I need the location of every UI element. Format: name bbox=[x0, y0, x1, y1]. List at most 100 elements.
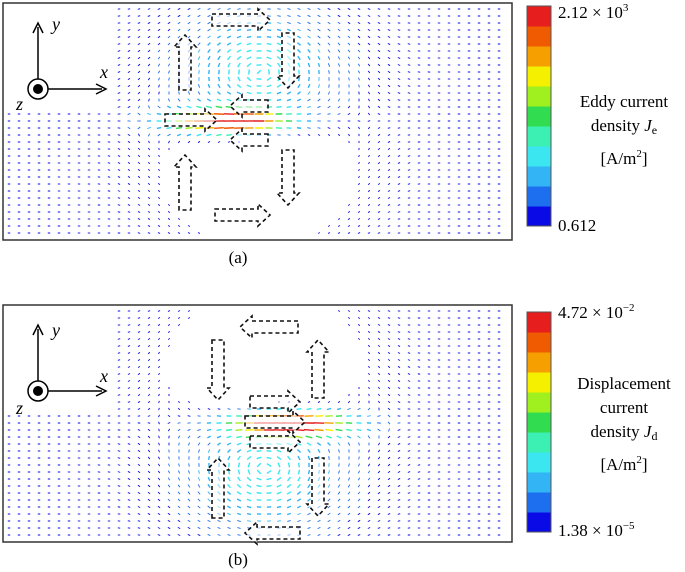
field-vector bbox=[387, 527, 391, 529]
field-vector bbox=[137, 379, 141, 383]
field-vector bbox=[358, 84, 360, 88]
field-vector bbox=[147, 22, 151, 24]
field-vector bbox=[147, 218, 151, 220]
field-vector bbox=[346, 435, 352, 439]
field-vector bbox=[308, 76, 310, 82]
field-vector bbox=[158, 386, 160, 390]
field-vector bbox=[367, 77, 371, 81]
field-vector bbox=[117, 373, 121, 375]
field-vector bbox=[148, 98, 150, 102]
field-vector bbox=[283, 429, 295, 431]
current-direction-arrow bbox=[305, 457, 331, 518]
field-vector bbox=[166, 105, 172, 109]
field-vector bbox=[307, 448, 311, 454]
field-vector bbox=[137, 112, 141, 116]
field-vector bbox=[157, 498, 161, 502]
field-vector bbox=[227, 483, 231, 489]
field-vector bbox=[167, 422, 171, 424]
field-vector bbox=[317, 35, 321, 39]
field-vector bbox=[207, 62, 211, 68]
field-vector bbox=[367, 175, 371, 179]
field-vector bbox=[357, 491, 361, 495]
field-vector bbox=[147, 428, 151, 432]
field-vector bbox=[348, 133, 350, 137]
field-vector bbox=[317, 127, 321, 129]
field-vector bbox=[147, 204, 151, 206]
field-vector bbox=[147, 232, 151, 234]
field-vector bbox=[207, 519, 211, 523]
field-vector bbox=[377, 372, 381, 376]
field-vector bbox=[158, 365, 160, 369]
field-vector bbox=[147, 449, 151, 453]
field-vector bbox=[246, 56, 252, 60]
field-vector bbox=[157, 21, 161, 25]
field-vector bbox=[327, 98, 331, 102]
field-vector bbox=[357, 498, 361, 502]
field-vector bbox=[246, 42, 252, 46]
field-vector bbox=[216, 428, 222, 432]
field-vector bbox=[137, 197, 141, 199]
field-vector bbox=[407, 57, 411, 59]
field-vector bbox=[358, 161, 360, 165]
field-vector bbox=[407, 43, 411, 45]
field-vector bbox=[377, 42, 381, 46]
field-vector bbox=[407, 85, 411, 87]
field-vector bbox=[127, 133, 131, 137]
field-vector bbox=[177, 407, 181, 411]
field-vector bbox=[127, 43, 131, 45]
field-vector bbox=[287, 455, 291, 461]
field-vector bbox=[137, 22, 141, 24]
field-vector bbox=[307, 401, 311, 403]
field-vector bbox=[137, 29, 141, 31]
field-vector bbox=[157, 505, 161, 509]
field-vector bbox=[337, 225, 341, 227]
field-vector bbox=[168, 407, 170, 411]
displacement-current-field-plot bbox=[2, 304, 552, 546]
field-vector bbox=[367, 527, 371, 529]
field-vector bbox=[147, 225, 151, 227]
field-vector bbox=[207, 42, 211, 46]
field-vector bbox=[167, 35, 171, 39]
field-vector bbox=[127, 176, 131, 178]
colorbar bbox=[526, 5, 552, 227]
field-vector bbox=[337, 491, 341, 495]
colorbar-max-label: 4.72 × 10−2 bbox=[558, 302, 635, 322]
field-vector bbox=[127, 492, 131, 494]
field-vector bbox=[368, 154, 370, 158]
field-vector bbox=[147, 435, 151, 439]
field-vector bbox=[367, 351, 371, 355]
field-vector bbox=[397, 204, 401, 206]
field-vector bbox=[197, 232, 201, 234]
field-vector bbox=[137, 331, 141, 333]
field-vector bbox=[107, 155, 111, 157]
field-vector bbox=[147, 407, 151, 411]
field-vector bbox=[187, 28, 191, 32]
field-vector bbox=[157, 527, 161, 529]
field-vector bbox=[227, 476, 231, 482]
field-vector bbox=[387, 449, 391, 453]
field-vector bbox=[377, 29, 381, 31]
field-vector bbox=[217, 448, 221, 454]
field-vector bbox=[357, 56, 361, 60]
field-vector bbox=[117, 443, 121, 445]
field-vector bbox=[157, 331, 161, 333]
field-vector bbox=[387, 491, 391, 495]
field-vector bbox=[296, 498, 302, 502]
field-vector bbox=[246, 505, 252, 509]
field-vector bbox=[157, 49, 161, 53]
field-vector bbox=[226, 491, 232, 495]
field-vector bbox=[357, 337, 361, 341]
field-vector bbox=[246, 512, 252, 516]
field-vector bbox=[147, 331, 151, 333]
field-vector bbox=[127, 211, 131, 213]
colorbar-segment bbox=[527, 472, 551, 493]
field-vector bbox=[397, 338, 401, 340]
field-vector bbox=[327, 14, 331, 18]
field-vector bbox=[226, 91, 232, 95]
field-vector bbox=[317, 526, 321, 530]
field-vector bbox=[197, 512, 201, 516]
field-vector bbox=[157, 463, 161, 467]
field-vector bbox=[236, 35, 242, 39]
field-vector bbox=[326, 435, 332, 439]
field-vector bbox=[177, 534, 181, 536]
